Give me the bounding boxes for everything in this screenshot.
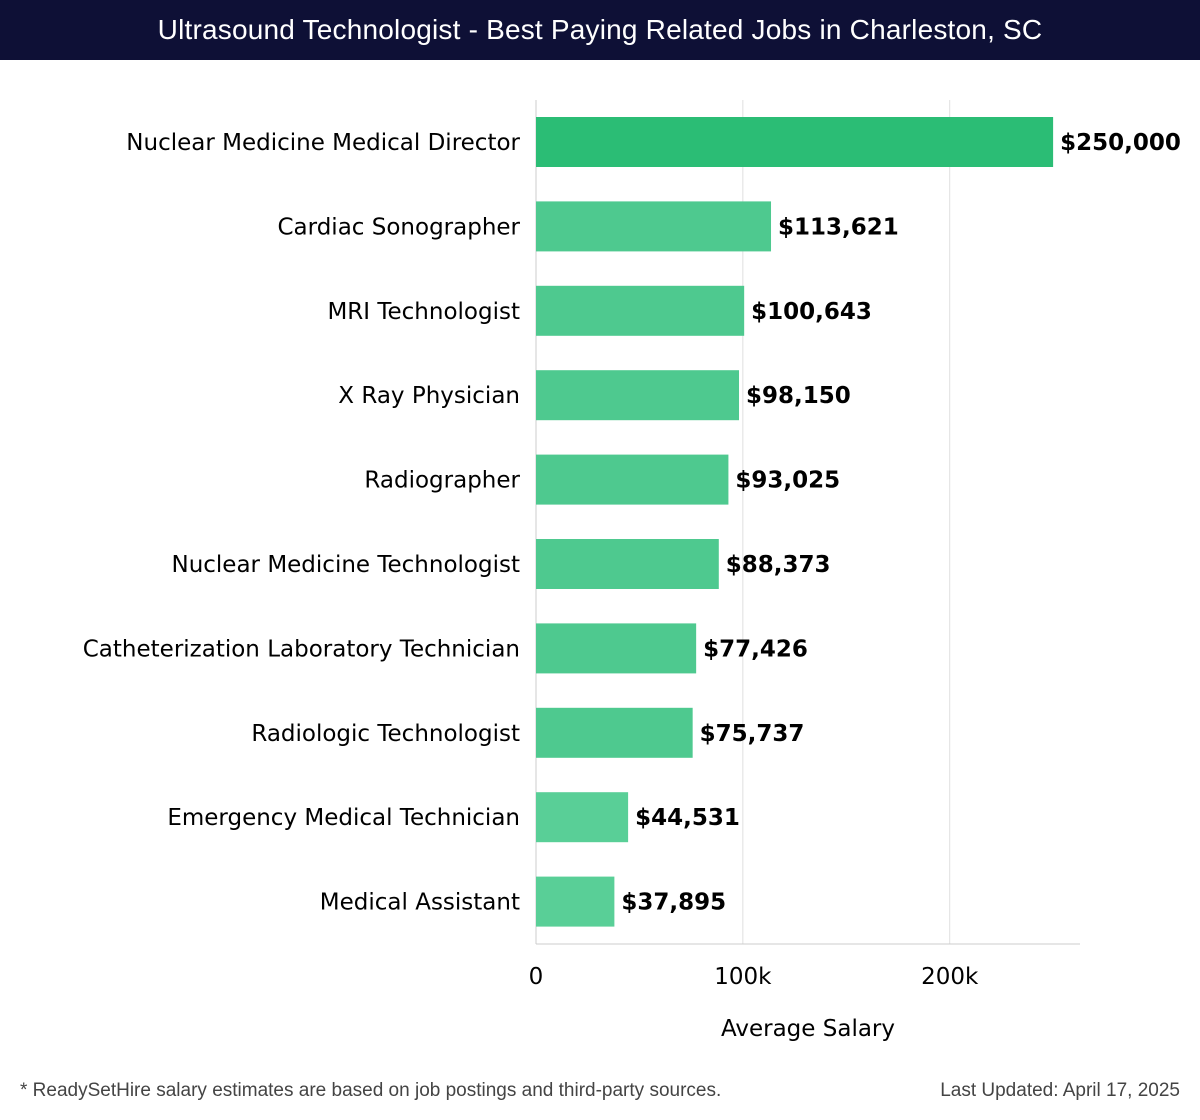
value-label: $75,737 [700, 721, 805, 747]
value-label: $37,895 [621, 890, 726, 916]
value-label: $113,621 [778, 214, 899, 240]
bars [536, 117, 1054, 927]
category-label: Medical Assistant [320, 890, 520, 916]
bar [536, 201, 772, 252]
value-label: $88,373 [726, 552, 831, 578]
category-label: Radiologic Technologist [251, 721, 520, 747]
x-tick-label: 100k [714, 964, 772, 990]
category-label: Nuclear Medicine Technologist [171, 552, 520, 578]
header-bar: Ultrasound Technologist - Best Paying Re… [0, 0, 1200, 60]
last-updated: Last Updated: April 17, 2025 [940, 1080, 1180, 1101]
x-tick-label: 0 [529, 964, 544, 990]
bar [536, 285, 745, 336]
x-tick-label: 200k [921, 964, 979, 990]
x-axis-label: Average Salary [721, 1016, 895, 1042]
bar [536, 876, 615, 927]
category-label: Catheterization Laboratory Technician [83, 636, 520, 662]
bar [536, 707, 693, 758]
value-label: $77,426 [703, 636, 808, 662]
category-labels: Nuclear Medicine Medical Director Cardiac… [83, 130, 521, 916]
value-labels: $250,000 $113,621 $100,643 $98,150 $93,025 $8… [621, 130, 1180, 916]
category-label: X Ray Physician [338, 383, 520, 409]
category-label: Radiographer [364, 468, 520, 494]
chart-title: Ultrasound Technologist - Best Paying Re… [157, 14, 1043, 45]
category-label: MRI Technologist [327, 299, 520, 325]
category-label: Nuclear Medicine Medical Director [126, 130, 520, 156]
value-label: $250,000 [1060, 130, 1181, 156]
bar [536, 370, 740, 421]
bar [536, 792, 629, 843]
value-label: $100,643 [751, 299, 872, 325]
footnote: * ReadySetHire salary estimates are base… [20, 1080, 722, 1101]
bar [536, 623, 697, 674]
x-tick-labels: 0 100k 200k [529, 964, 979, 990]
bar [536, 117, 1054, 167]
bar [536, 454, 729, 505]
value-label: $98,150 [746, 383, 851, 409]
value-label: $44,531 [635, 805, 740, 831]
category-label: Cardiac Sonographer [278, 214, 521, 240]
value-label: $93,025 [735, 468, 840, 494]
bar [536, 539, 719, 589]
category-label: Emergency Medical Technician [167, 805, 520, 831]
